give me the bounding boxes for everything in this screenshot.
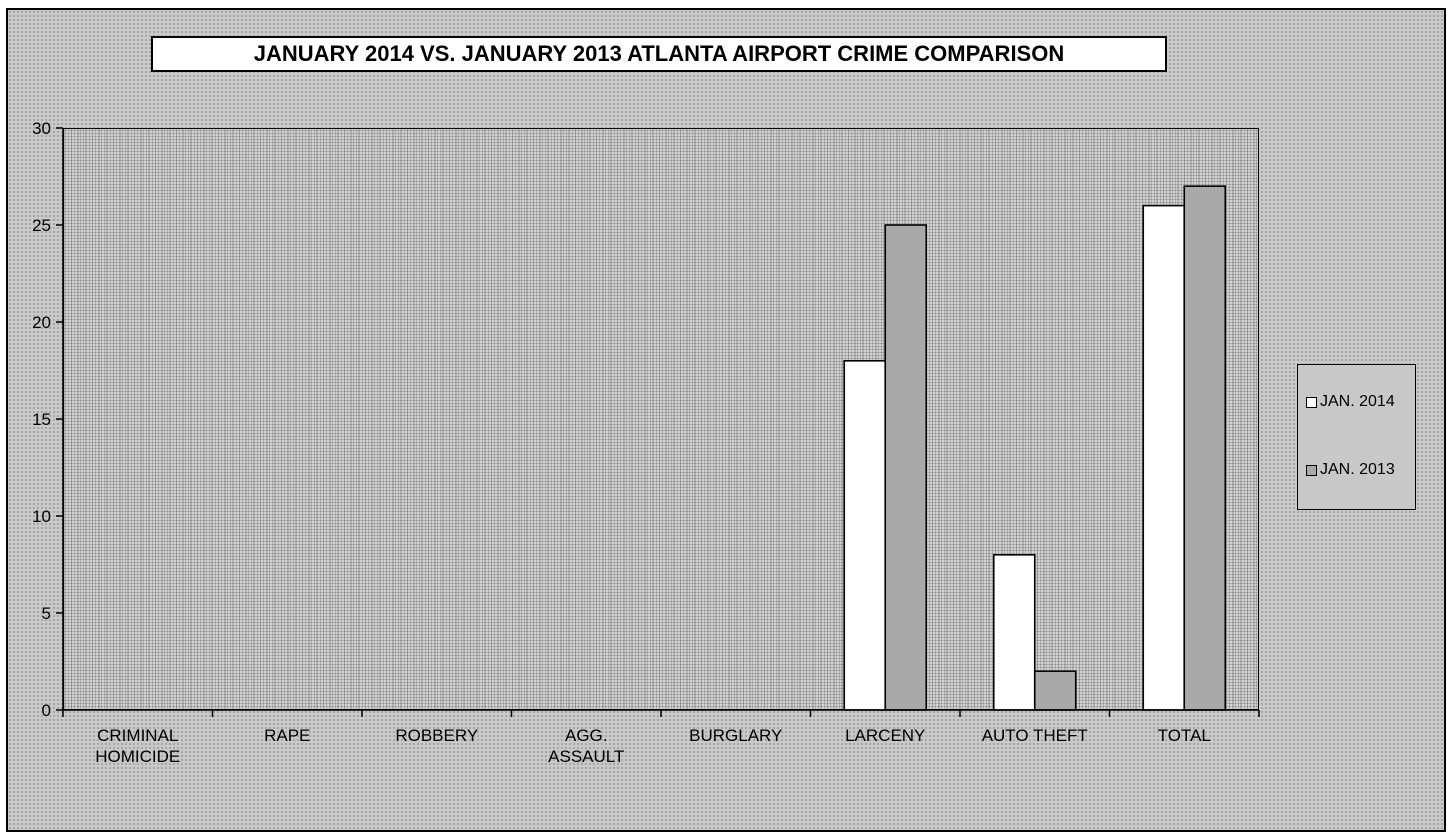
y-tick-label-0: 0 [42,701,51,720]
y-tick-label-25: 25 [32,216,51,235]
legend: JAN. 2014 JAN. 2013 [1297,364,1416,510]
bar-jan-2014-auto-theft [992,553,1036,711]
y-tick-label-10: 10 [32,507,51,526]
bars-layer [843,185,1227,711]
y-tick-label-15: 15 [32,410,51,429]
legend-item-jan-2013: JAN. 2013 [1306,461,1395,479]
labels-layer: 0 5 10 15 20 25 30 CRIMINAL HOMICIDE RAPE ROBBERY A… [32,119,1211,766]
x-tick-label-robbery: ROBBERY [395,726,478,745]
chart-title: JANUARY 2014 VS. JANUARY 2013 ATLANTA AI… [151,36,1167,72]
legend-swatch-jan-2013 [1306,464,1317,476]
bar-jan-2013-total [1183,185,1227,711]
x-tick-label-criminal-homicide-line-1: CRIMINAL [97,726,178,745]
axis-layer [56,127,1260,717]
x-tick-label-auto-theft: AUTO THEFT [982,726,1088,745]
x-tick-label-burglary: BURGLARY [689,726,782,745]
legend-label-jan-2014: JAN. 2014 [1320,393,1395,410]
bar-jan-2014-larceny [843,359,887,711]
legend-swatch-jan-2014 [1306,396,1317,408]
x-tick-label-agg-assault-line-1: AGG. [565,726,608,745]
y-tick-label-5: 5 [42,604,51,623]
x-tick-label-rape: RAPE [264,726,310,745]
plot-area [63,128,1259,710]
y-tick-label-30: 30 [32,119,51,138]
x-tick-label-criminal-homicide-line-2: HOMICIDE [95,747,180,766]
x-tick-label-agg-assault-line-2: ASSAULT [548,747,624,766]
x-tick-label-larceny: LARCENY [845,726,925,745]
x-tick-label-total: TOTAL [1158,726,1211,745]
legend-label-jan-2013: JAN. 2013 [1320,461,1395,478]
y-tick-label-20: 20 [32,313,51,332]
bar-jan-2014-total [1142,204,1186,711]
bar-jan-2013-larceny [884,224,928,711]
legend-item-jan-2014: JAN. 2014 [1306,393,1395,411]
bar-jan-2013-auto-theft [1033,670,1077,711]
